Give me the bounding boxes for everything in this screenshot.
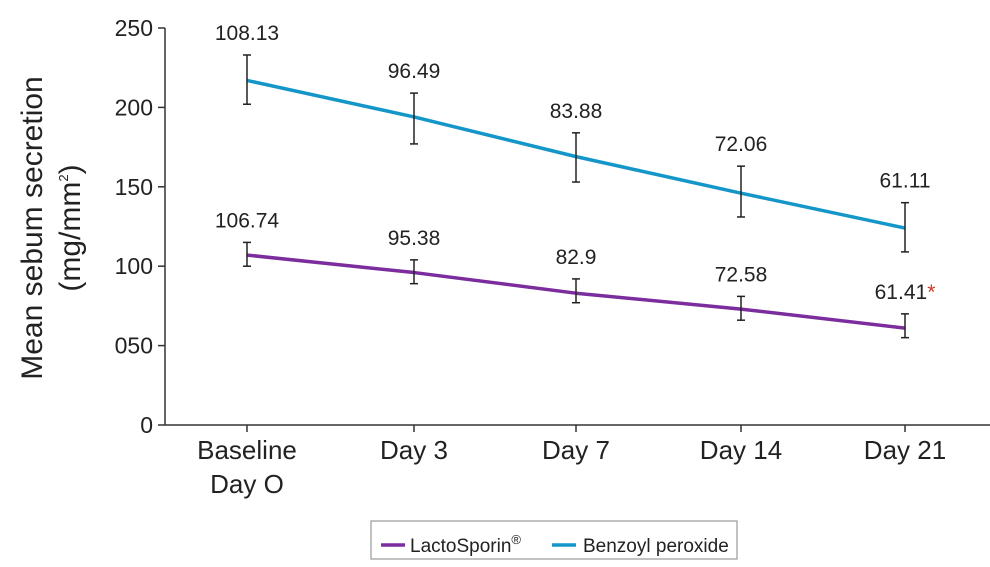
error-bar: [410, 92, 418, 145]
error-bar: [243, 241, 251, 267]
x-tick-label-line: Day O: [210, 469, 284, 499]
legend-label-text: LactoSporin: [410, 536, 511, 557]
error-bar: [572, 132, 580, 183]
legend-box: [370, 520, 738, 560]
data-label: 106.74: [215, 209, 280, 232]
data-label-value: 82.9: [556, 246, 597, 269]
y-tick-label: 250: [115, 15, 153, 41]
x-tick-label-line: Day 7: [542, 435, 610, 465]
y-tick-label: 0: [140, 412, 153, 438]
data-label-value: 106.74: [215, 209, 280, 232]
data-label-value: 61.41: [875, 281, 928, 304]
error-bar: [410, 259, 418, 285]
error-bar: [737, 165, 745, 218]
x-tick-label: Day 7: [542, 435, 610, 465]
data-label: 108.13: [215, 22, 279, 45]
data-label: 83.88: [550, 100, 603, 123]
x-tick-label-line: Day 3: [380, 435, 448, 465]
data-label-value: 96.49: [388, 60, 441, 83]
legend-label-superscript: ®: [511, 532, 521, 547]
significance-mark: *: [927, 281, 935, 304]
x-tick-label-line: Day 21: [864, 435, 946, 465]
x-tick-label: Baseline Day O: [197, 435, 297, 499]
x-tick-label-line: Baseline: [197, 435, 297, 465]
y-axis-title-close: ): [54, 164, 87, 174]
legend-label: LactoSporin®: [410, 532, 521, 557]
data-label: 95.38: [388, 227, 441, 250]
y-axis-title-line1: Mean sebum secretion: [16, 76, 49, 380]
data-label: 61.41*: [875, 281, 936, 304]
legend: LactoSporin® Benzoyl peroxide: [370, 520, 738, 560]
y-tick-label: 200: [115, 94, 153, 120]
y-tick-label: 100: [115, 253, 153, 279]
data-label: 72.58: [715, 263, 768, 286]
data-label-value: 108.13: [215, 22, 279, 45]
series-1: 108.13 96.49 83.88 72.06 61.11: [215, 22, 931, 253]
data-label: 96.49: [388, 60, 441, 83]
legend-item-0: LactoSporin®: [381, 532, 521, 557]
y-tick-label: 050: [115, 333, 153, 359]
error-bar: [572, 278, 580, 304]
error-bar: [901, 201, 909, 253]
x-tick-label: Day 14: [700, 435, 782, 465]
legend-item-1: Benzoyl peroxide: [552, 536, 729, 557]
y-axis-title: Mean sebum secretion (mg/mm2): [16, 76, 87, 380]
y-axis-title-line2: (mg/mm2): [54, 164, 87, 291]
error-bar: [737, 295, 745, 321]
x-tick-label: Day 3: [380, 435, 448, 465]
data-label-value: 72.06: [715, 133, 768, 156]
series-0: 106.74 95.38 82.9 72.58 61.41*: [215, 209, 936, 339]
axes: 0 050 100 150 200 250 Baseline Day O Day 3 Day 7 D…: [115, 15, 990, 499]
data-label: 61.11: [880, 170, 931, 193]
data-label-value: 95.38: [388, 227, 441, 250]
error-bar: [901, 313, 909, 339]
error-bar: [243, 54, 251, 105]
x-tick-label: Day 21: [864, 435, 946, 465]
data-label-value: 61.11: [880, 170, 931, 193]
data-label-value: 83.88: [550, 100, 603, 123]
x-tick-label-line: Day 14: [700, 435, 782, 465]
y-axis-title-superscript: 2: [56, 174, 71, 181]
data-label-value: 72.58: [715, 263, 768, 286]
y-axis-title-unit: (mg/mm: [54, 182, 87, 292]
series-layer: 106.74 95.38 82.9 72.58 61.41* 108.13 96.49 83.…: [215, 22, 936, 339]
y-tick-label: 150: [115, 174, 153, 200]
data-label: 82.9: [556, 246, 597, 269]
legend-label-text: Benzoyl peroxide: [583, 536, 729, 557]
legend-label: Benzoyl peroxide: [583, 536, 729, 557]
data-label: 72.06: [715, 133, 768, 156]
